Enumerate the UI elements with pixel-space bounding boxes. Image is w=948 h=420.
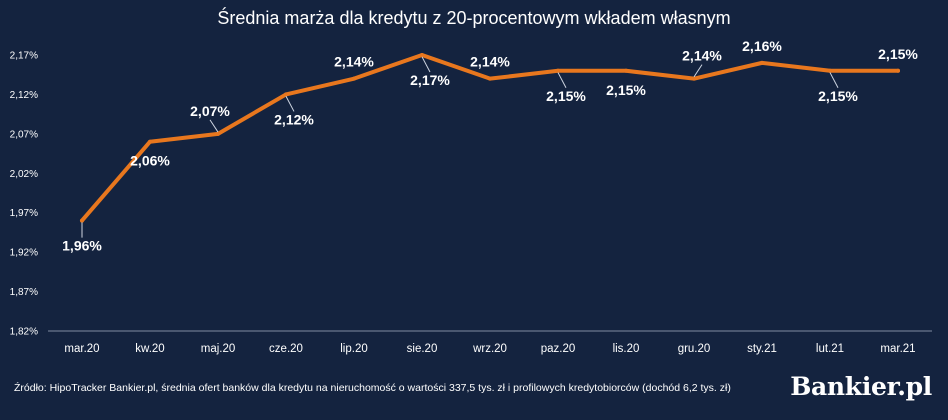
y-tick-label: 1,87% bbox=[10, 287, 38, 298]
data-label: 2,15% bbox=[878, 46, 918, 62]
x-tick-label: gru.20 bbox=[678, 343, 711, 355]
data-label: 2,14% bbox=[334, 54, 374, 70]
data-label: 2,15% bbox=[606, 82, 646, 98]
y-tick-label: 1,92% bbox=[10, 248, 38, 259]
x-tick-label: mar.20 bbox=[64, 343, 99, 355]
data-label-leader bbox=[285, 95, 295, 112]
x-tick-label: sty.21 bbox=[747, 343, 777, 355]
data-point bbox=[148, 139, 152, 144]
data-label: 1,96% bbox=[62, 238, 102, 254]
x-tick-label: kw.20 bbox=[135, 343, 164, 355]
data-point bbox=[828, 68, 832, 73]
data-label-leader bbox=[557, 72, 567, 89]
data-label: 2,14% bbox=[682, 48, 722, 64]
data-label: 2,15% bbox=[546, 88, 586, 104]
data-label: 2,06% bbox=[130, 153, 170, 169]
data-label-leader bbox=[421, 56, 431, 73]
y-tick-label: 1,82% bbox=[10, 327, 38, 338]
x-tick-label: sie.20 bbox=[407, 343, 438, 355]
data-label: 2,17% bbox=[410, 72, 450, 88]
y-tick-label: 1,97% bbox=[10, 208, 38, 219]
bankier-logo: Bankier.pl bbox=[790, 372, 932, 401]
data-point bbox=[556, 68, 560, 73]
data-point bbox=[760, 60, 764, 65]
y-tick-label: 2,02% bbox=[10, 169, 38, 180]
data-point bbox=[216, 131, 220, 136]
y-tick-label: 2,07% bbox=[10, 129, 38, 140]
x-tick-label: maj.20 bbox=[201, 343, 236, 355]
data-label: 2,07% bbox=[190, 103, 230, 119]
chart-title: Średnia marża dla kredytu z 20-procentow… bbox=[217, 8, 731, 28]
x-tick-label: lip.20 bbox=[340, 343, 368, 355]
x-tick-label: wrz.20 bbox=[472, 343, 507, 355]
data-label-leader bbox=[209, 119, 219, 133]
data-point bbox=[352, 76, 356, 81]
x-tick-label: paz.20 bbox=[541, 343, 576, 355]
x-tick-label: lis.20 bbox=[613, 343, 640, 355]
data-point bbox=[420, 53, 424, 57]
data-label: 2,16% bbox=[742, 38, 782, 54]
y-tick-label: 2,17% bbox=[10, 51, 38, 62]
data-label-leader bbox=[693, 64, 703, 78]
y-tick-label: 2,12% bbox=[10, 90, 38, 101]
data-point bbox=[284, 92, 288, 97]
x-tick-label: lut.21 bbox=[816, 343, 844, 355]
data-point bbox=[692, 76, 696, 81]
data-point bbox=[896, 68, 900, 73]
data-label: 2,12% bbox=[274, 111, 314, 127]
data-label: 2,14% bbox=[470, 54, 510, 70]
source-note: Źródło: HipoTracker Bankier.pl, średnia … bbox=[14, 382, 731, 394]
data-point bbox=[624, 68, 628, 73]
data-point bbox=[80, 218, 84, 223]
x-tick-label: cze.20 bbox=[269, 343, 303, 355]
data-point bbox=[488, 76, 492, 81]
data-label: 2,15% bbox=[818, 88, 858, 104]
x-tick-label: mar.21 bbox=[880, 343, 915, 355]
data-label-leader bbox=[829, 72, 839, 89]
